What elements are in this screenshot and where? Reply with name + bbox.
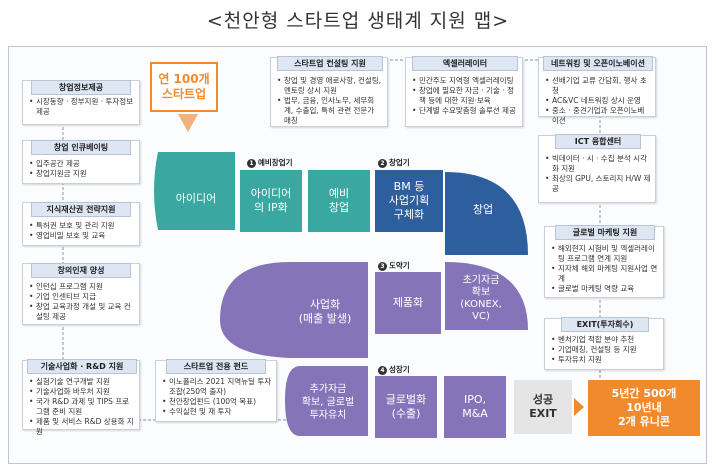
panel-consulting: 스타트업 컨설팅 지원 창업 및 경영 애로사항, 컨설팅, 멘토링 상시 지원… (270, 56, 388, 127)
flow-bm: BM 등 사업기획 구체화 (375, 170, 443, 232)
panel-header: 스타트업 컨설팅 지원 (277, 56, 383, 71)
panel-rnd: 기술사업화 · R&D 지원 실험기술 연구개발 지원 기술사업화 바우처 지원… (22, 359, 140, 436)
stage-name: 성장기 (389, 365, 410, 374)
panel-item: 중소 · 중견기업과 오픈이노베이션 (545, 106, 651, 126)
panel-header: 창업 인큐베이팅 (31, 140, 131, 155)
panel-item: 특허권 보호 및 관리 지원 (29, 221, 135, 231)
stage-number: 3 (378, 261, 387, 271)
panel-item: 해외현지 시험비 및 엑셀러레이팅 프로그램 연계 지원 (551, 244, 659, 264)
panel-item: 지자체 해외 마케팅 지원사업 연계 (551, 264, 659, 284)
stage-number: 1 (247, 158, 256, 168)
stage-label-1: 1 예비창업기 (247, 157, 293, 168)
panel-header: 스타트업 전용 펀드 (166, 359, 266, 374)
panel-item: 선배기업 교류 간담회, 행사 초청 (545, 76, 651, 96)
panel-item: 시장동향 · 정부지원 · 투자정보 제공 (29, 97, 135, 117)
panel-item: 입주공간 제공 (29, 159, 135, 169)
flow-productization: 제품화 (375, 272, 441, 334)
panel-item: 빅데이터 · 시 · 수집 분석 시각화 지원 (545, 154, 651, 174)
panel-item: 창업 및 경영 애로사항, 컨설팅, 멘토링 상시 지원 (277, 76, 383, 96)
panel-item: 기업매칭, 컨설팅 등 지원 (551, 345, 659, 355)
panel-item: 인턴십 프로그램 지원 (29, 282, 135, 292)
startup-band (445, 172, 528, 255)
flow-pre-startup: 예비 창업 (308, 170, 370, 232)
stage-name: 도약기 (389, 261, 410, 270)
panel-item: 민간주도 지역형 엑셀러레이팅 (412, 76, 518, 86)
flow-startup: 창업 (472, 203, 494, 216)
panel-item: 단계별 수요맞춤형 솔루션 제공 (412, 106, 518, 116)
panel-header: 네트워킹 및 오픈이노베이션 (543, 56, 653, 71)
panel-startup-info: 창업정보제공 시장동향 · 정부지원 · 투자정보 제공 (22, 80, 140, 125)
panel-item: 기업 인센티브 지급 (29, 292, 135, 302)
panel-ip-strategy: 지식재산권 전략지원 특허권 보호 및 관리 지원 영업비밀 보호 및 교육 (22, 202, 140, 246)
panel-item: 실험기술 연구개발 지원 (29, 377, 135, 387)
panel-global-marketing: 글로벌 마케팅 지원 해외현지 시험비 및 엑셀러레이팅 프로그램 연계 지원 … (544, 225, 664, 298)
panel-header: ICT 융합센터 (555, 134, 641, 149)
commercialization-band (220, 262, 368, 358)
panel-header: EXIT(투자회수) (561, 317, 649, 332)
panel-item: 글로벌 마케팅 역량 교육 (551, 284, 659, 294)
flow-idea-ip: 아이디어 의 IP화 (240, 170, 302, 232)
stage-number: 4 (378, 365, 387, 375)
panel-item: 창업에 필요한 자금 · 기술 · 정책 등에 대한 지원·보육 (412, 86, 518, 106)
funding-band (445, 262, 528, 330)
panel-accelerator: 엑셀러레이터 민간주도 지역형 엑셀러레이팅 창업에 필요한 자금 · 기술 ·… (405, 56, 523, 127)
panel-item: 최상의 GPU, 스토리지 H/W 제공 (545, 174, 651, 194)
panel-item: 투자유치 지원 (551, 355, 659, 365)
page-title: <천안형 스타트업 생태계 지원 맵> (206, 10, 510, 32)
stage-label-2: 2 창업기 (378, 157, 410, 168)
panel-item: AC&VC 네트워킹 상시 운영 (545, 96, 651, 106)
panel-item: 영업비밀 보호 및 교육 (29, 231, 135, 241)
right-arrow-icon (574, 398, 584, 416)
additional-funding-band (285, 366, 368, 436)
panel-networking: 네트워킹 및 오픈이노베이션 선배기업 교류 간담회, 행사 초청 AC&VC … (538, 56, 656, 125)
flow-additional-funding: 추가자금 확보, 글로벌 투자유치 (301, 383, 355, 421)
panel-item: 창업지원금 지원 (29, 169, 135, 179)
panel-item: 수익실현 및 재 투자 (162, 407, 272, 417)
panel-item: 기술사업화 바우처 지원 (29, 387, 135, 397)
panel-item: 이노폴리스 2021 지역뉴딜 투자조합(250억 출자) (162, 377, 272, 397)
stage-label-4: 4 성장기 (378, 364, 410, 375)
stage-name: 예비창업기 (258, 158, 293, 167)
stage-name: 창업기 (389, 158, 410, 167)
highlight-100-startups: 연 100개 스타트업 (150, 62, 218, 112)
panel-item: 벤처기업 적합 분야 추천 (551, 335, 659, 345)
flow-result: 5년간 500개 10년내 2개 유니콘 (588, 380, 700, 436)
flow-commercialization: 사업화 (매출 발생) (298, 298, 352, 325)
flow-initial-funding: 초기자금 확보 (KONEX, VC) (460, 275, 502, 322)
panel-item: 천안창업펀드 (100억 목표) (162, 397, 272, 407)
panel-item: 국가 R&D 과제 및 TIPS 프로그램 준비 지원 (29, 397, 135, 417)
stage-number: 2 (378, 158, 387, 168)
panel-talent: 창의인재 양성 인턴십 프로그램 지원 기업 인센티브 지급 창업 교육과정 개… (22, 263, 140, 325)
panel-header: 창업정보제공 (31, 80, 131, 95)
panel-fund: 스타트업 전용 펀드 이노폴리스 2021 지역뉴딜 투자조합(250억 출자)… (155, 359, 277, 422)
flow-ipo: IPO, M&A (444, 376, 506, 438)
panel-exit: EXIT(투자회수) 벤처기업 적합 분야 추천 기업매칭, 컨설팅 등 지원 … (544, 317, 664, 370)
panel-header: 엑셀러레이터 (412, 56, 518, 71)
panel-header: 지식재산권 전략지원 (31, 202, 131, 217)
flow-idea: 아이디어 (175, 192, 217, 205)
panel-item: 제품 및 서비스 R&D 상용화 지원 (29, 417, 135, 437)
panel-ict: ICT 융합센터 빅데이터 · 시 · 수집 분석 시각화 지원 최상의 GPU… (538, 134, 656, 203)
panel-header: 글로벌 마케팅 지원 (555, 225, 655, 240)
panel-header: 기술사업화 · R&D 지원 (27, 359, 137, 374)
flow-global: 글로벌화 (수출) (375, 376, 437, 438)
idea-band (154, 152, 235, 230)
panel-header: 창의인재 양성 (31, 263, 131, 278)
panel-item: 창업 교육과정 개설 및 교육 컨설팅 제공 (29, 302, 135, 322)
panel-item: 법무, 금융, 인사노무, 세무회계, 수출입, 특허 관련 전문가 매칭 (277, 96, 383, 126)
panel-incubating: 창업 인큐베이팅 입주공간 제공 창업지원금 지원 (22, 140, 140, 184)
flow-exit: 성공 EXIT (514, 380, 572, 434)
stage-label-3: 3 도약기 (378, 260, 410, 271)
down-arrow-icon (178, 114, 198, 132)
